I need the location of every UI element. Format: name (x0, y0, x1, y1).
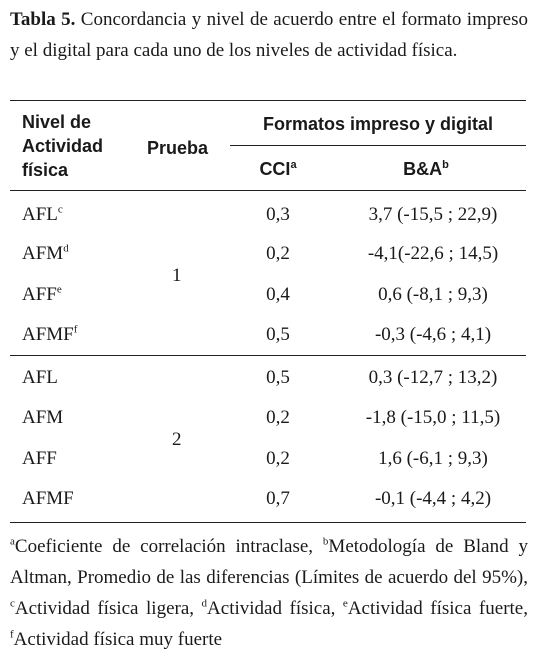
footnote-text-f: Actividad física muy fuerte (13, 629, 223, 650)
table-row-ba: -0,1 (-4,4 ; 4,2) (374, 488, 492, 509)
caption-text: Concordancia y nivel de acuerdo entre el… (10, 9, 528, 61)
table-row-cci: 0,4 (266, 284, 290, 305)
table-row-ba: 0,3 (-12,7 ; 13,2) (368, 367, 498, 388)
header-bottom-rule (10, 190, 526, 191)
table-row-nivel: AFFe (22, 283, 62, 305)
table-row-ba: 3,7 (-15,5 ; 22,9) (368, 204, 498, 225)
table-row-ba: 1,6 (-6,1 ; 9,3) (378, 448, 488, 469)
header-nivel-line1: Nivel de (22, 112, 92, 132)
table-footnote: aCoeficiente de correlación intraclase, … (10, 531, 528, 655)
table-label: Tabla 5. (10, 9, 76, 30)
table-row-nivel: AFMFf (22, 323, 78, 345)
prueba-group-2: 2 (172, 429, 182, 450)
table-row-cci: 0,5 (266, 324, 290, 345)
table-row-nivel: AFF (22, 448, 57, 469)
footnote-text-b: Metodología de Bland y Altman, Promedio … (10, 536, 528, 588)
table-row-ba: -0,3 (-4,6 ; 4,1) (374, 324, 492, 345)
table-row-nivel: AFMd (22, 242, 69, 264)
header-cci-sup: a (290, 159, 297, 171)
table-row-nivel: AFMF (22, 488, 74, 509)
footnote-text-a: Coeficiente de correlación intraclase, (14, 536, 323, 557)
footnote-text-d: Actividad física, (207, 598, 343, 619)
header-ba-label: B&A (403, 159, 443, 179)
header-formatos-group: Formatos impreso y digital (262, 114, 494, 134)
footnote-mark-c: c (10, 597, 15, 610)
header-group-rule (230, 145, 526, 146)
table-row-ba: -1,8 (-15,0 ; 11,5) (365, 407, 501, 428)
footnote-text-c: Actividad física ligera, (14, 598, 202, 619)
table-row-ba: 0,6 (-8,1 ; 9,3) (378, 284, 488, 305)
table-row-nivel: AFLc (22, 203, 63, 225)
footnote-mark-b: b (322, 535, 329, 548)
header-ba-sup: b (442, 159, 449, 171)
footnote-mark-a: a (10, 535, 15, 548)
header-nivel-line3: física (22, 160, 69, 180)
table-row-nivel: AFL (22, 367, 58, 388)
footnote-text-e: Actividad física fuerte, (347, 598, 528, 619)
table-row-nivel: AFM (22, 407, 64, 428)
group-divider-rule (10, 355, 526, 356)
footnote-mark-f: f (10, 628, 14, 641)
footnote-mark-e: e (342, 597, 348, 610)
table-row-cci: 0,5 (266, 367, 290, 388)
header-cci: CCIa (230, 157, 326, 181)
table-row-cci: 0,2 (266, 407, 290, 428)
table-row-cci: 0,2 (266, 448, 290, 469)
header-prueba: Prueba (147, 138, 209, 158)
table-caption: Tabla 5. Concordancia y nivel de acuerdo… (10, 4, 528, 66)
prueba-group-1: 1 (172, 265, 182, 286)
header-cci-label: CCI (259, 159, 291, 179)
table-row-cci: 0,2 (266, 243, 290, 264)
header-nivel-line2: Actividad (22, 136, 104, 156)
table-top-rule (10, 100, 526, 101)
footnote-mark-d: d (201, 597, 208, 610)
header-ba: B&Ab (366, 157, 486, 181)
table-row-cci: 0,3 (266, 204, 290, 225)
table-bottom-rule (10, 522, 526, 523)
table-row-cci: 0,7 (266, 488, 290, 509)
table-row-ba: -4,1(-22,6 ; 14,5) (367, 243, 499, 264)
